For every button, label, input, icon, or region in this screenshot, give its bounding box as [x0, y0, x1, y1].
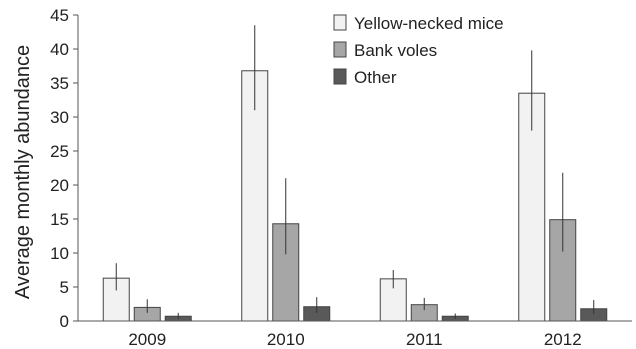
y-tick-label: 40 — [50, 40, 69, 59]
y-tick-label: 5 — [60, 278, 69, 297]
y-tick-label: 30 — [50, 108, 69, 127]
x-tick-label: 2010 — [267, 330, 305, 349]
y-tick-label: 20 — [50, 176, 69, 195]
y-axis-title: Average monthly abundance — [12, 45, 34, 299]
legend-swatch — [333, 41, 347, 58]
x-tick-label: 2009 — [128, 330, 166, 349]
y-tick-label: 10 — [50, 244, 69, 263]
legend: Yellow-necked mice Bank voles Other — [333, 14, 504, 87]
legend-swatch — [333, 14, 347, 31]
bars-group — [102, 25, 608, 322]
y-tick-label: 35 — [50, 74, 69, 93]
x-axis: 2009 2010 2011 2012 — [78, 320, 632, 349]
y-axis: 0 5 10 15 20 25 30 35 40 45 — [50, 6, 79, 331]
y-tick-label: 0 — [60, 312, 69, 331]
legend-swatch — [333, 68, 347, 85]
y-tick-label: 25 — [50, 142, 69, 161]
legend-label: Bank voles — [354, 41, 437, 60]
y-tick-label: 15 — [50, 210, 69, 229]
y-tick-label: 45 — [50, 6, 69, 25]
bar — [518, 92, 546, 322]
x-tick-label: 2011 — [406, 330, 443, 349]
x-tick-label: 2012 — [544, 330, 582, 349]
legend-label: Other — [354, 68, 397, 87]
legend-label: Yellow-necked mice — [354, 14, 504, 33]
